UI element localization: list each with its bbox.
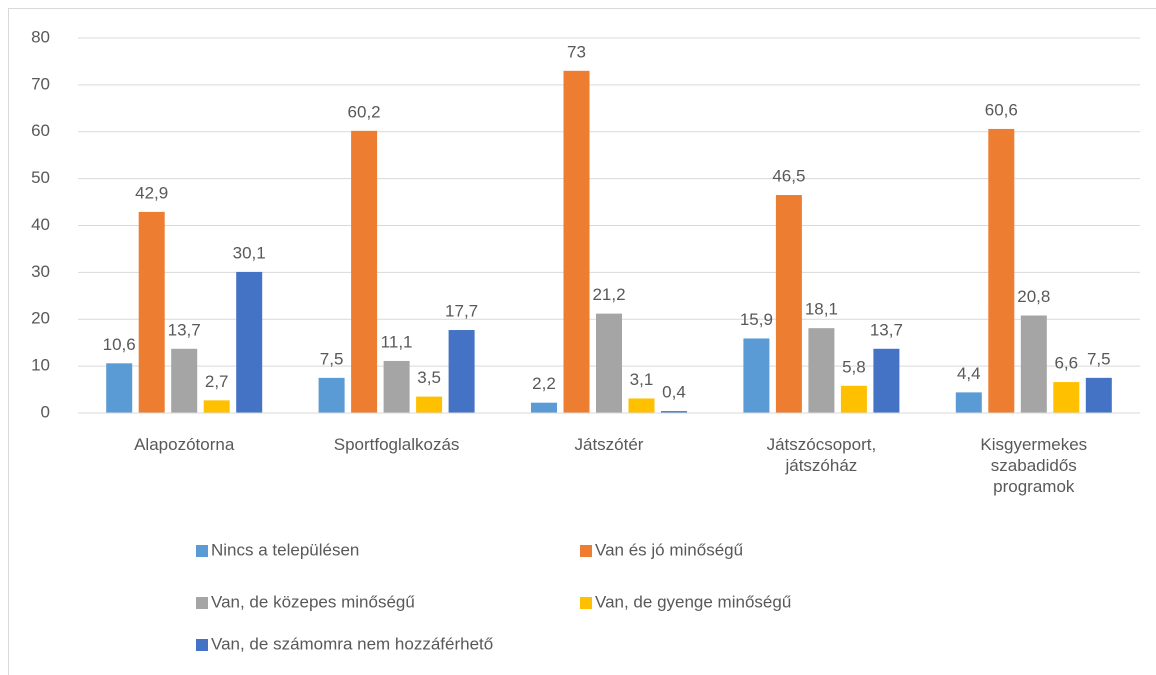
data-label: 2,7	[205, 372, 229, 391]
data-label: 3,1	[630, 370, 654, 389]
y-tick-label: 30	[31, 262, 50, 281]
legend-label: Van, de gyenge minőségű	[595, 592, 791, 611]
bar	[808, 328, 835, 413]
bar	[416, 396, 443, 413]
bar	[171, 348, 198, 413]
legend-label: Nincs a településen	[211, 540, 359, 559]
bar	[203, 400, 230, 413]
data-label: 4,4	[957, 364, 981, 383]
bar	[318, 377, 345, 413]
bar	[563, 70, 590, 413]
bar	[661, 411, 687, 413]
x-tick-label: Kisgyermekes szabadidős programok	[980, 435, 1088, 496]
data-label: 6,6	[1054, 354, 1078, 373]
bar	[236, 271, 263, 413]
bar	[106, 363, 133, 413]
data-label: 5,8	[842, 357, 866, 376]
legend-swatch	[580, 597, 592, 609]
bar	[840, 385, 867, 413]
legend-swatch	[580, 545, 592, 557]
data-label: 46,5	[772, 167, 805, 186]
y-tick-label: 80	[31, 27, 50, 46]
data-label: 30,1	[233, 243, 266, 262]
legend-swatch	[196, 639, 208, 651]
bar	[988, 128, 1015, 413]
legend-label: Van, de közepes minőségű	[211, 592, 415, 611]
y-tick-label: 50	[31, 168, 50, 187]
data-label: 60,2	[348, 102, 381, 121]
data-label: 7,5	[1087, 349, 1111, 368]
data-label: 2,2	[532, 374, 556, 393]
bar	[531, 402, 557, 413]
data-label: 13,7	[168, 320, 201, 339]
bar	[383, 360, 410, 413]
data-label: 17,7	[445, 302, 478, 321]
legend-swatch	[196, 597, 208, 609]
bar	[775, 195, 802, 413]
bar	[351, 130, 378, 413]
data-label: 60,6	[985, 100, 1018, 119]
bar	[873, 348, 900, 413]
y-tick-label: 60	[31, 121, 50, 140]
frame	[8, 8, 1156, 675]
legend-swatch	[196, 545, 208, 557]
bar	[1085, 377, 1112, 413]
data-label: 42,9	[135, 183, 168, 202]
data-label: 11,1	[381, 332, 413, 351]
legend-label: Van, de számomra nem hozzáférhető	[211, 634, 493, 653]
y-tick-label: 10	[31, 356, 50, 375]
data-label: 20,8	[1017, 287, 1050, 306]
bar	[138, 211, 165, 413]
data-label: 3,5	[417, 368, 441, 387]
y-tick-label: 20	[31, 309, 50, 328]
y-tick-label: 0	[41, 402, 50, 421]
data-label: 10,6	[103, 335, 136, 354]
data-label: 7,5	[320, 349, 344, 368]
x-tick-label: Alapozótorna	[134, 435, 235, 454]
x-tick-label: Játszócsoport, játszóház	[766, 435, 877, 475]
legend-label: Van és jó minőségű	[595, 540, 743, 559]
bar	[1053, 382, 1080, 413]
bar	[1020, 315, 1047, 413]
bar	[448, 330, 475, 413]
bar	[955, 392, 982, 413]
data-label: 13,7	[870, 320, 903, 339]
bar	[596, 313, 622, 413]
x-tick-label: Sportfoglalkozás	[333, 435, 460, 454]
data-label: 73	[567, 42, 586, 61]
bar	[743, 338, 770, 413]
y-tick-label: 40	[31, 215, 50, 234]
data-label: 15,9	[740, 310, 773, 329]
bar	[628, 398, 655, 413]
data-label: 18,1	[805, 300, 838, 319]
x-tick-label: Játszótér	[574, 435, 644, 454]
data-label: 21,2	[592, 285, 625, 304]
data-label: 0,4	[662, 383, 686, 402]
y-tick-label: 70	[31, 74, 50, 93]
